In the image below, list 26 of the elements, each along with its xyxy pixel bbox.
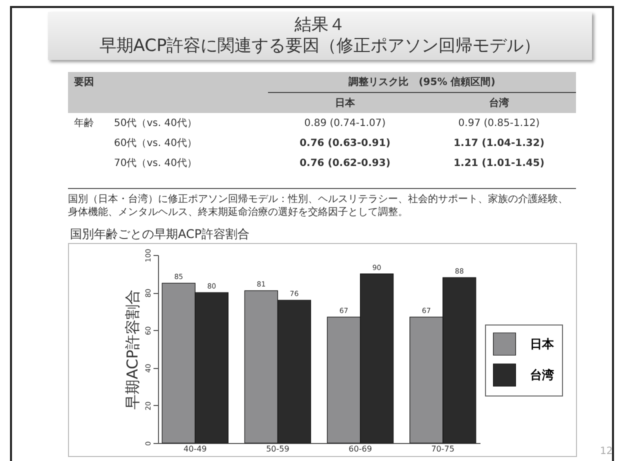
text: 12 — [600, 446, 613, 457]
text: 早期ACP許容に関連する要因（修正ポアソン回帰モデル） — [98, 35, 542, 57]
text: 70代（vs. 40代） — [113, 157, 198, 171]
text: 日本 — [268, 92, 422, 113]
text: 0.89 (0.74-1.07) — [303, 116, 387, 130]
text: 0.76 (0.63-0.91) — [298, 136, 392, 150]
x-tick-label: 60-69 — [348, 444, 372, 454]
text: 結果４ — [294, 15, 346, 35]
x-tick-label: 40-49 — [184, 444, 207, 454]
y-axis-title: 早期ACP許容割合 — [124, 290, 142, 410]
text: 調整リスク比 (95% 信頼区間) — [268, 72, 576, 92]
legend-label: 日本 — [530, 337, 555, 352]
text: 要因 — [68, 72, 268, 113]
text: 1.21 (1.01-1.45) — [452, 156, 546, 170]
legend-label: 台湾 — [530, 368, 554, 382]
text: 50代（vs. 40代） — [113, 117, 198, 131]
x-tick-label: 50-59 — [266, 444, 290, 454]
text: 0.76 (0.62-0.93) — [298, 156, 392, 170]
text: 年齢 — [73, 116, 95, 131]
text: 60代（vs. 40代） — [113, 137, 198, 151]
x-tick-label: 70-75 — [431, 444, 454, 454]
text: 0.97 (0.85-1.12) — [457, 116, 541, 130]
text: 台湾 — [422, 92, 576, 113]
chart-title: 国別年齢ごとの早期ACP許容割合 — [70, 226, 250, 243]
text: 国別（日本・台湾）に修正ポアソン回帰モデル：性別、ヘルスリテラシー、社会的サポート、家族の介護経験、身体機能、メンタルヘルス、終末期延命治療の選好を交絡因子として調整。 — [68, 188, 576, 219]
text: 1.17 (1.04-1.32) — [452, 136, 546, 150]
